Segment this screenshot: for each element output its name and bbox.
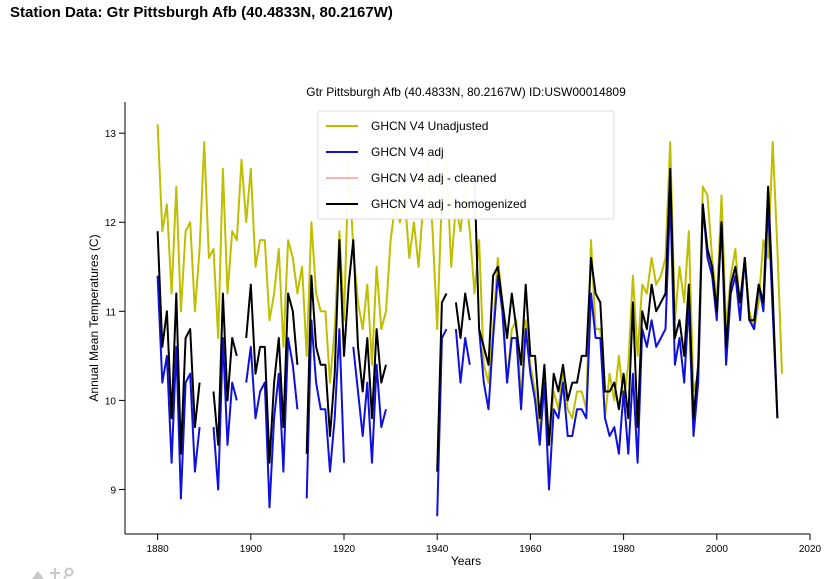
series-ghcn-v4-adj-homogenized xyxy=(156,167,779,472)
series-line-ghcn-v4-adj-homogenized-2 xyxy=(245,283,299,464)
series-line-ghcn-v4-adj-homogenized-0 xyxy=(156,231,201,455)
x-tick-label-1920: 1920 xyxy=(333,544,356,555)
series-line-ghcn-v4-unadjusted-0 xyxy=(156,124,783,446)
series-line-ghcn-v4-adj-2 xyxy=(245,337,299,509)
series-line-ghcn-v4-adj-0 xyxy=(156,275,201,500)
x-tick-label-1980: 1980 xyxy=(612,544,635,555)
series-line-ghcn-v4-adj-3 xyxy=(305,319,345,499)
series-line-ghcn-v4-adj-homogenized-4 xyxy=(436,293,448,472)
series-line-ghcn-v4-adj-homogenized-3 xyxy=(305,239,387,454)
x-axis-label: Years xyxy=(451,554,481,568)
y-tick-label-10: 10 xyxy=(105,396,117,407)
legend-item-ghcn-v4-unadjusted[interactable]: GHCN V4 Unadjusted xyxy=(326,119,488,133)
page-title: Station Data: Gtr Pittsburgh Afb (40.483… xyxy=(10,4,393,21)
legend: GHCN V4 Unadjusted GHCN V4 adj GHCN V4 adj… xyxy=(317,110,615,220)
legend-item-ghcn-v4-adj-homogenized[interactable]: GHCN V4 adj - homogenized xyxy=(326,197,526,211)
legend-label: GHCN V4 adj xyxy=(371,145,444,159)
chart-title: Gtr Pittsburgh Afb (40.4833N, 80.2167W) … xyxy=(306,85,626,99)
series-line-ghcn-v4-adj-homogenized-5 xyxy=(454,292,471,339)
series-line-ghcn-v4-adj-1 xyxy=(212,337,238,491)
triangle-icon[interactable] xyxy=(32,571,44,579)
x-tick-label-1880: 1880 xyxy=(146,544,169,555)
zoom-icon[interactable] xyxy=(63,567,74,579)
legend-item-ghcn-v4-adj[interactable]: GHCN V4 adj xyxy=(326,145,444,159)
y-tick-label-12: 12 xyxy=(105,218,117,229)
legend-label: GHCN V4 adj - cleaned xyxy=(371,171,496,185)
x-tick-label-2020: 2020 xyxy=(799,544,822,555)
axes-layer: 1880 1900 1920 1940 1960 1980 2000 2020 9 10 11 12 1… xyxy=(105,102,822,555)
legend-label: GHCN V4 adj - homogenized xyxy=(371,197,526,211)
series-layer xyxy=(156,124,783,517)
series-line-ghcn-v4-adj-6 xyxy=(454,329,471,384)
legend-item-ghcn-v4-adj-cleaned[interactable]: GHCN V4 adj - cleaned xyxy=(326,171,496,185)
series-line-ghcn-v4-adj-homogenized-6 xyxy=(473,167,779,446)
x-tick-label-1900: 1900 xyxy=(240,544,263,555)
y-tick-label-11: 11 xyxy=(106,307,117,318)
x-tick-label-1940: 1940 xyxy=(426,544,449,555)
move-icon[interactable] xyxy=(50,568,60,579)
series-line-ghcn-v4-adj-4 xyxy=(352,346,387,464)
series-ghcn-v4-unadjusted xyxy=(156,124,783,446)
series-line-ghcn-v4-adj-7 xyxy=(478,194,779,491)
series-line-ghcn-v4-adj-homogenized-1 xyxy=(212,292,238,446)
x-tick-label-1960: 1960 xyxy=(519,544,542,555)
legend-box xyxy=(317,110,615,220)
y-tick-label-13: 13 xyxy=(105,129,117,140)
y-tick-label-9: 9 xyxy=(110,485,116,496)
series-ghcn-v4-adj xyxy=(156,194,779,517)
x-tick-label-2000: 2000 xyxy=(706,544,729,555)
legend-label: GHCN V4 Unadjusted xyxy=(371,119,488,133)
y-axis-label: Annual Mean Temperatures (C) xyxy=(87,234,101,401)
plot-toolbar xyxy=(32,567,74,579)
